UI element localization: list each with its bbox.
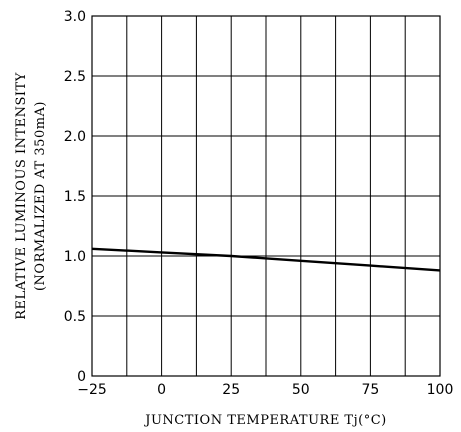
- x-axis-label: JUNCTION TEMPERATURE Tj(°C): [143, 413, 386, 428]
- x-tick-label: 100: [427, 382, 454, 398]
- series-line: [91, 247, 441, 272]
- y-axis-label-line2: (NORMALIZED AT 350mA): [33, 101, 48, 291]
- y-tick-labels: 0 0.5 1.0 1.5 2.0 2.5 3.0: [64, 9, 86, 385]
- y-tick-label: 2.0: [64, 129, 86, 145]
- plot-area-border: [91, 15, 441, 377]
- y-axis-label-line1: RELATIVE LUMINOUS INTENSITY: [14, 72, 29, 320]
- grid: [91, 15, 441, 377]
- x-tick-label: 25: [222, 382, 240, 398]
- y-tick-label: 2.5: [64, 69, 86, 85]
- y-tick-label: 1.5: [64, 189, 86, 205]
- y-tick-label: 1.0: [64, 249, 86, 265]
- x-tick-label: 0: [157, 382, 166, 398]
- x-tick-labels: −25 0 25 50 75 100: [77, 382, 453, 398]
- series: [91, 247, 441, 272]
- x-tick-label: 75: [361, 382, 379, 398]
- y-tick-label: 0: [77, 369, 86, 385]
- plot-frame: [91, 15, 441, 377]
- y-tick-label: 3.0: [64, 9, 86, 25]
- x-tick-label: −25: [77, 382, 107, 398]
- y-tick-label: 0.5: [64, 309, 86, 325]
- x-tick-label: 50: [292, 382, 310, 398]
